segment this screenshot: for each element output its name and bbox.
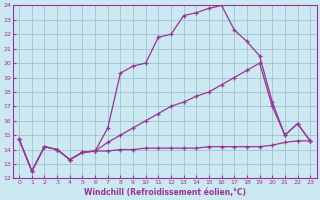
X-axis label: Windchill (Refroidissement éolien,°C): Windchill (Refroidissement éolien,°C)	[84, 188, 246, 197]
